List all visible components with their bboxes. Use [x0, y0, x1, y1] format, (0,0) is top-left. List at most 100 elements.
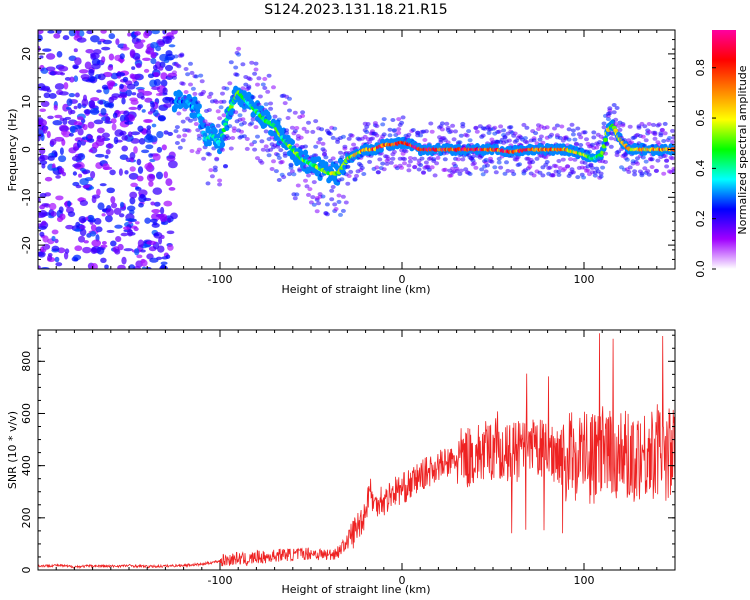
halo-blob: [310, 195, 316, 200]
noise-blob: [160, 234, 165, 240]
noise-blob: [97, 73, 106, 81]
noise-blob: [58, 65, 69, 72]
noise-blob: [95, 153, 105, 158]
noise-blob: [47, 115, 54, 120]
halo-blob: [201, 156, 207, 161]
halo-blob: [662, 153, 668, 158]
noise-blob: [159, 206, 165, 215]
noise-blob: [143, 31, 150, 39]
halo-blob: [292, 129, 298, 134]
noise-blob: [38, 210, 48, 218]
halo-blob: [537, 170, 543, 175]
halo-blob: [212, 165, 218, 170]
halo-blob: [336, 199, 342, 204]
y-tick-label: 600: [20, 403, 33, 424]
halo-blob: [611, 103, 617, 107]
noise-blob: [126, 83, 136, 90]
halo-blob: [390, 118, 396, 122]
halo-blob: [547, 165, 553, 170]
halo-blob: [196, 133, 202, 138]
halo-blob: [359, 166, 365, 170]
halo-blob: [522, 136, 528, 141]
halo-blob: [346, 136, 352, 141]
halo-blob: [624, 157, 630, 162]
halo-blob: [391, 128, 397, 133]
halo-blob: [403, 149, 409, 154]
halo-blob: [192, 91, 198, 96]
noise-blob: [107, 65, 114, 71]
halo-blob: [439, 127, 445, 132]
noise-blob: [88, 149, 93, 153]
halo-blob: [206, 152, 212, 157]
halo-blob: [639, 171, 645, 176]
halo-blob: [329, 197, 335, 202]
noise-blob: [147, 73, 155, 79]
halo-blob: [670, 156, 675, 161]
halo-blob: [576, 132, 582, 137]
noise-blob: [152, 153, 161, 161]
noise-blob: [119, 53, 125, 60]
halo-blob: [336, 193, 342, 198]
noise-blob: [145, 133, 153, 141]
noise-blob: [151, 30, 160, 35]
noise-blob: [162, 36, 173, 44]
y-tick-label: 0: [20, 146, 33, 153]
noise-blob: [156, 131, 164, 139]
halo-blob: [664, 164, 670, 169]
noise-blob: [119, 83, 124, 90]
noise-blob: [74, 92, 80, 98]
noise-blob: [148, 180, 154, 187]
noise-blob: [106, 187, 115, 194]
halo-blob: [285, 116, 291, 120]
halo-blob: [185, 72, 191, 77]
halo-blob: [250, 95, 256, 100]
halo-blob: [300, 113, 306, 118]
noise-blob: [99, 183, 107, 187]
noise-blob: [49, 71, 57, 76]
halo-blob: [206, 94, 212, 99]
halo-blob: [266, 153, 272, 158]
halo-blob: [454, 166, 460, 171]
noise-blob: [107, 142, 112, 149]
noise-blob: [90, 262, 98, 269]
halo-blob: [228, 60, 234, 65]
ridge-edge: [219, 141, 226, 148]
halo-blob: [617, 127, 623, 132]
noise-blob: [136, 158, 142, 166]
noise-blob: [43, 92, 51, 99]
halo-blob: [227, 124, 233, 129]
noise-blob: [58, 155, 67, 163]
halo-blob: [320, 194, 326, 199]
halo-blob: [442, 167, 448, 172]
halo-blob: [467, 172, 473, 176]
halo-blob: [399, 120, 405, 125]
halo-blob: [284, 128, 290, 133]
halo-blob: [189, 149, 195, 153]
noise-blob: [56, 50, 63, 58]
noise-blob: [62, 118, 68, 125]
halo-blob: [406, 168, 412, 173]
noise-blob: [152, 187, 163, 195]
y-tick-label: 0: [20, 567, 33, 574]
noise-blob: [129, 197, 136, 205]
halo-blob: [646, 130, 652, 134]
x-tick-label: 100: [574, 273, 595, 286]
noise-blob: [167, 131, 173, 136]
halo-blob: [502, 134, 508, 139]
halo-blob: [231, 128, 237, 133]
halo-blob: [255, 134, 260, 139]
noise-blob: [108, 33, 116, 40]
halo-blob: [249, 60, 255, 65]
halo-blob: [428, 121, 434, 126]
noise-blob: [123, 43, 128, 50]
halo-blob: [330, 156, 336, 161]
halo-blob: [221, 99, 227, 104]
noise-blob: [123, 110, 130, 117]
halo-blob: [230, 136, 236, 140]
halo-blob: [289, 169, 295, 174]
halo-blob: [332, 126, 338, 131]
halo-blob: [313, 153, 319, 158]
noise-blob: [86, 30, 94, 35]
noise-blob: [141, 149, 150, 154]
noise-blob: [66, 98, 73, 107]
